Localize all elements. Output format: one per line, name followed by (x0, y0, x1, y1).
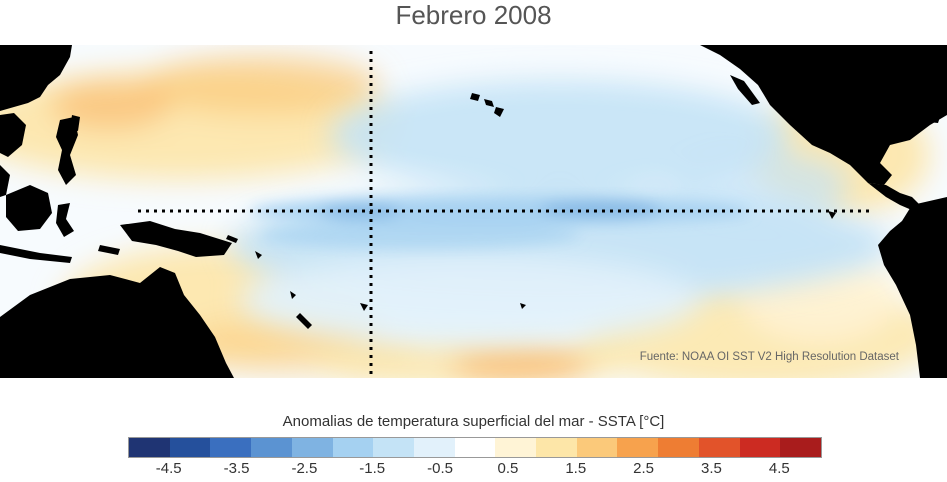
colorbar-swatch (169, 438, 211, 457)
data-source-note: Fuente: NOAA OI SST V2 High Resolution D… (639, 351, 899, 363)
philippines-landmass (56, 117, 78, 185)
north-america-landmass (700, 45, 947, 185)
colorbar-swatch (658, 438, 699, 457)
colorbar-tick-labels: -4.5 -3.5 -2.5 -1.5 -0.5 0.5 1.5 2.5 3.5 4.5 (0, 460, 947, 482)
colorbar-tick-label: -0.5 (427, 460, 454, 477)
asia-landmass (0, 45, 72, 111)
colorbar-swatch (332, 438, 374, 457)
colorbar-swatch (617, 438, 659, 457)
colorbar-tick-label: -3.5 (223, 460, 250, 477)
colorbar-tick-label: -2.5 (291, 460, 318, 477)
colorbar-tick-label: 1.5 (565, 460, 587, 477)
colorbar-swatch (251, 438, 292, 457)
south-america-landmass (878, 197, 947, 378)
colorbar-tick-label: 0.5 (497, 460, 519, 477)
colorbar-swatch (291, 438, 333, 457)
colorbar-tick-label: 2.5 (633, 460, 655, 477)
colorbar-swatch (576, 438, 618, 457)
colorbar-swatch (698, 438, 740, 457)
colorbar-swatch (780, 438, 821, 457)
australia-landmass (0, 267, 234, 378)
colorbar-swatch (373, 438, 414, 457)
colorbar (128, 437, 822, 458)
map-title: Febrero 2008 (395, 0, 552, 30)
colorbar-tick-label: 3.5 (701, 460, 722, 477)
central-america-landmass (868, 183, 920, 211)
hawaii-islands (470, 93, 504, 117)
new-guinea-landmass (120, 221, 232, 257)
reference-lines (138, 51, 870, 378)
colorbar-swatch (454, 438, 496, 457)
colorbar-swatch (536, 438, 577, 457)
borneo-landmass (6, 185, 52, 231)
colorbar-swatch (210, 438, 252, 457)
colorbar-swatch (495, 438, 537, 457)
colorbar-swatch (739, 438, 781, 457)
landmasses (0, 45, 947, 378)
colorbar-swatch (413, 438, 455, 457)
colorbar-title: Anomalias de temperatura superficial del… (282, 413, 665, 430)
sst-anomaly-map (0, 45, 947, 378)
colorbar-tick-label: -1.5 (359, 460, 386, 477)
colorbar-tick-label: -4.5 (155, 460, 182, 477)
colorbar-swatch (129, 438, 170, 457)
colorbar-tick-label: 4.5 (768, 460, 790, 477)
